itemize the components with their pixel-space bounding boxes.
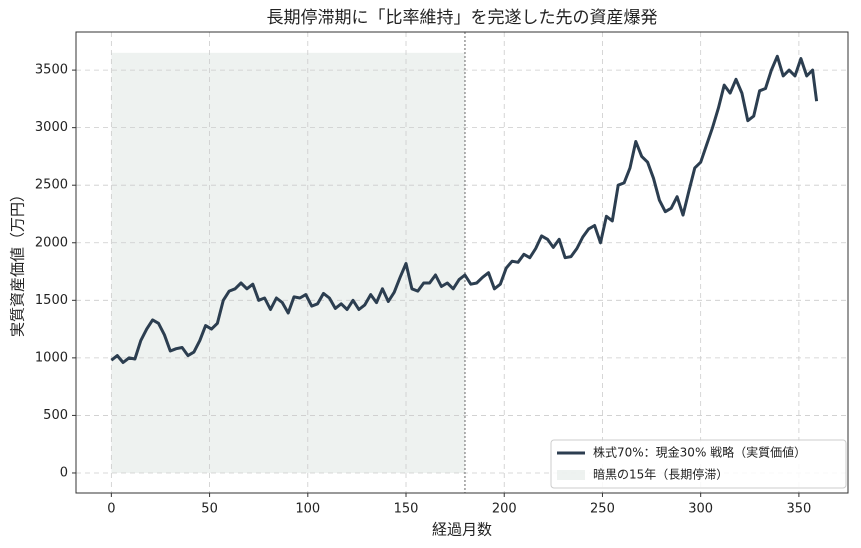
plot-frame xyxy=(75,31,849,494)
x-tick-label: 300 xyxy=(688,502,713,517)
legend-label: 株式70%：現金30% 戦略（実質価値） xyxy=(593,445,806,460)
y-tick-label: 3000 xyxy=(35,120,68,135)
y-tick-label: 1000 xyxy=(35,350,68,365)
chart-title: 長期停滞期に「比率維持」を完遂した先の資産爆発 xyxy=(267,8,658,28)
x-tick-label: 200 xyxy=(492,502,517,517)
series-line xyxy=(110,54,819,364)
x-tick-label: 0 xyxy=(107,502,115,517)
legend-label: 暗黒の15年（長期停滞） xyxy=(593,467,728,482)
shaded-span xyxy=(111,52,465,473)
y-tick-label: 3500 xyxy=(35,63,68,78)
x-tick-label: 50 xyxy=(201,502,218,517)
y-tick-label: 1500 xyxy=(35,293,68,308)
legend-swatch xyxy=(557,470,585,480)
y-axis-label: 実質資産価値（万円） xyxy=(9,187,27,337)
x-axis-label: 経過月数 xyxy=(432,521,492,539)
legend-box xyxy=(550,439,847,489)
y-tick-label: 2000 xyxy=(35,235,68,250)
x-tick-label: 350 xyxy=(786,502,811,517)
y-tick-label: 0 xyxy=(60,465,68,480)
legend: 株式70%：現金30% 戦略（実質価値） 暗黒の15年（長期停滞） xyxy=(550,439,847,489)
x-tick-label: 250 xyxy=(590,502,615,517)
x-tick-label: 100 xyxy=(295,502,320,517)
y-tick-label: 500 xyxy=(43,408,68,423)
y-tick-label: 2500 xyxy=(35,178,68,193)
x-tick-label: 150 xyxy=(394,502,419,517)
